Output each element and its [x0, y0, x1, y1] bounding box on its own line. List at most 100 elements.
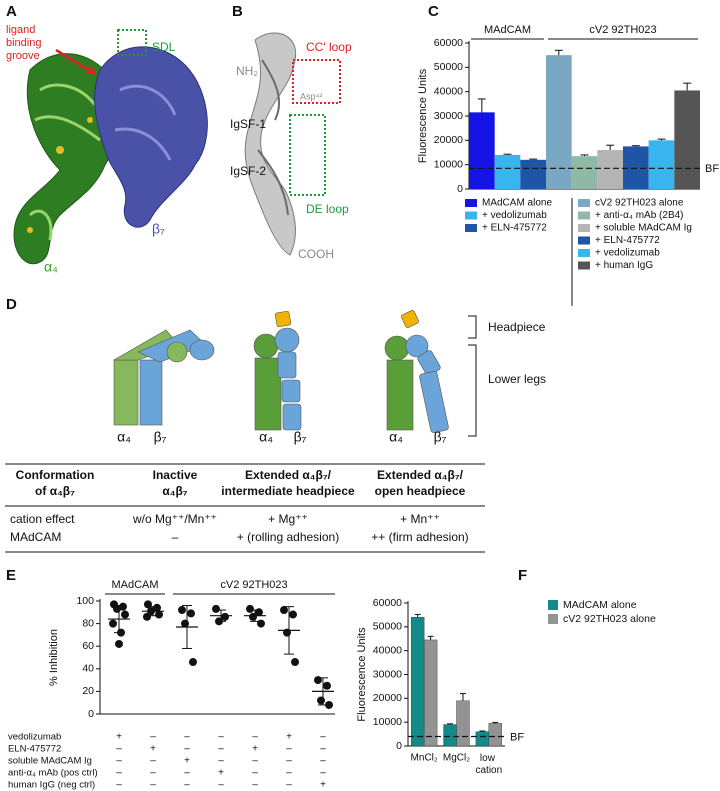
y-axis-label: Fluorescence Units [356, 627, 368, 722]
baseline-label: BF [705, 163, 719, 175]
legend-label: + vedolizumab [595, 248, 660, 259]
condition-mark: – [252, 780, 258, 791]
bar [423, 639, 438, 747]
data-point [113, 604, 121, 613]
data-point [257, 619, 265, 628]
baseline-label: BF [510, 731, 524, 743]
condition-mark: – [320, 768, 326, 779]
data-point [178, 606, 186, 615]
condition-mark: – [320, 756, 326, 767]
condition-mark: – [150, 756, 156, 767]
subunit-label: α₄ [389, 429, 403, 445]
panel-label: F [518, 567, 527, 584]
bar [546, 55, 572, 189]
condition-mark: – [116, 768, 122, 779]
legend-label: + ELN-475772 [482, 223, 547, 234]
group-label: MAdCAM [111, 579, 158, 591]
legend-swatch [578, 199, 590, 207]
annotation: binding [6, 37, 41, 49]
annotation: Lower legs [488, 372, 546, 386]
table-header: Inactive [153, 468, 198, 482]
y-tick-label: 10000 [434, 158, 463, 170]
condition-mark: + [218, 768, 224, 779]
annotation: groove [6, 50, 40, 62]
condition-mark: – [150, 732, 156, 743]
data-point [153, 603, 161, 612]
table-header: Extended α₄β₇/ [377, 468, 464, 482]
condition-label: human IgG (neg ctrl) [8, 780, 95, 791]
data-point [212, 604, 220, 613]
bar [623, 146, 649, 189]
integrin-diagram [112, 310, 477, 437]
subunit-label: α₄ [117, 429, 131, 445]
condition-mark: – [286, 768, 292, 779]
condition-label: anti-α₄ mAb (pos ctrl) [8, 768, 98, 779]
bar [571, 156, 598, 189]
data-point [314, 676, 322, 685]
bar [443, 724, 457, 747]
condition-label: vedolizumab [8, 732, 61, 743]
condition-mark: – [184, 780, 190, 791]
data-point [325, 700, 333, 709]
data-point [121, 610, 129, 619]
y-tick-label: 0 [88, 708, 94, 720]
condition-mark: – [184, 768, 190, 779]
legend-label: MAdCAM alone [563, 599, 637, 611]
legend-label: + vedolizumab [482, 210, 547, 221]
group-label: MAdCAM [484, 24, 531, 36]
data-point [143, 612, 151, 621]
legend-label: + soluble MAdCAM Ig [595, 223, 692, 234]
table-header: intermediate headpiece [221, 484, 355, 498]
bar [494, 154, 521, 189]
subunit-label: β₇ [294, 429, 307, 445]
legend-swatch [465, 211, 477, 220]
y-tick-label: 20000 [434, 134, 463, 146]
condition-mark: – [218, 780, 224, 791]
annotation: IgSF-2 [230, 164, 266, 178]
data-point [187, 609, 195, 618]
data-point [155, 610, 163, 619]
annotation: Asp⁴² [300, 91, 322, 101]
legend-label: cV2 92TH023 alone [563, 613, 656, 625]
condition-mark: – [150, 780, 156, 791]
condition-mark: + [286, 732, 292, 743]
panel-label: E [6, 567, 16, 584]
table-cell: + Mg⁺⁺ [268, 512, 308, 526]
y-tick-label: 40 [82, 663, 94, 675]
legend-swatch [548, 600, 558, 610]
condition-mark: – [150, 768, 156, 779]
subunit-label: β₇ [154, 429, 167, 445]
legend-swatch [578, 261, 590, 270]
data-point [189, 658, 197, 667]
legend-swatch [465, 199, 477, 207]
group-label: cV2 92TH023 [220, 579, 287, 591]
y-tick-label: 60000 [373, 597, 402, 609]
bar [648, 140, 675, 189]
data-point [323, 681, 331, 690]
structure-a [13, 29, 208, 265]
condition-mark: – [116, 744, 122, 755]
annotation: SDL [152, 40, 176, 54]
bar [456, 700, 470, 747]
y-tick-label: 30000 [434, 110, 463, 122]
data-point [221, 612, 229, 621]
data-point [249, 612, 257, 621]
condition-mark: + [184, 756, 190, 767]
y-tick-label: 100 [76, 595, 94, 607]
y-tick-label: 0 [457, 183, 463, 195]
y-tick-label: 30000 [373, 668, 402, 680]
data-point [119, 602, 127, 611]
condition-label: ELN-475772 [8, 744, 61, 755]
condition-mark: – [218, 732, 224, 743]
condition-mark: – [252, 732, 258, 743]
group-label: cV2 92TH023 [589, 24, 656, 36]
y-tick-label: 60 [82, 640, 94, 652]
annotation: COOH [298, 247, 334, 261]
condition-mark: – [286, 744, 292, 755]
condition-mark: – [252, 768, 258, 779]
bar [597, 150, 623, 189]
table-cell: w/o Mg⁺⁺/Mn⁺⁺ [132, 512, 217, 526]
table-header: of α₄β₇ [35, 484, 75, 498]
table-cell: cation effect [10, 512, 75, 526]
